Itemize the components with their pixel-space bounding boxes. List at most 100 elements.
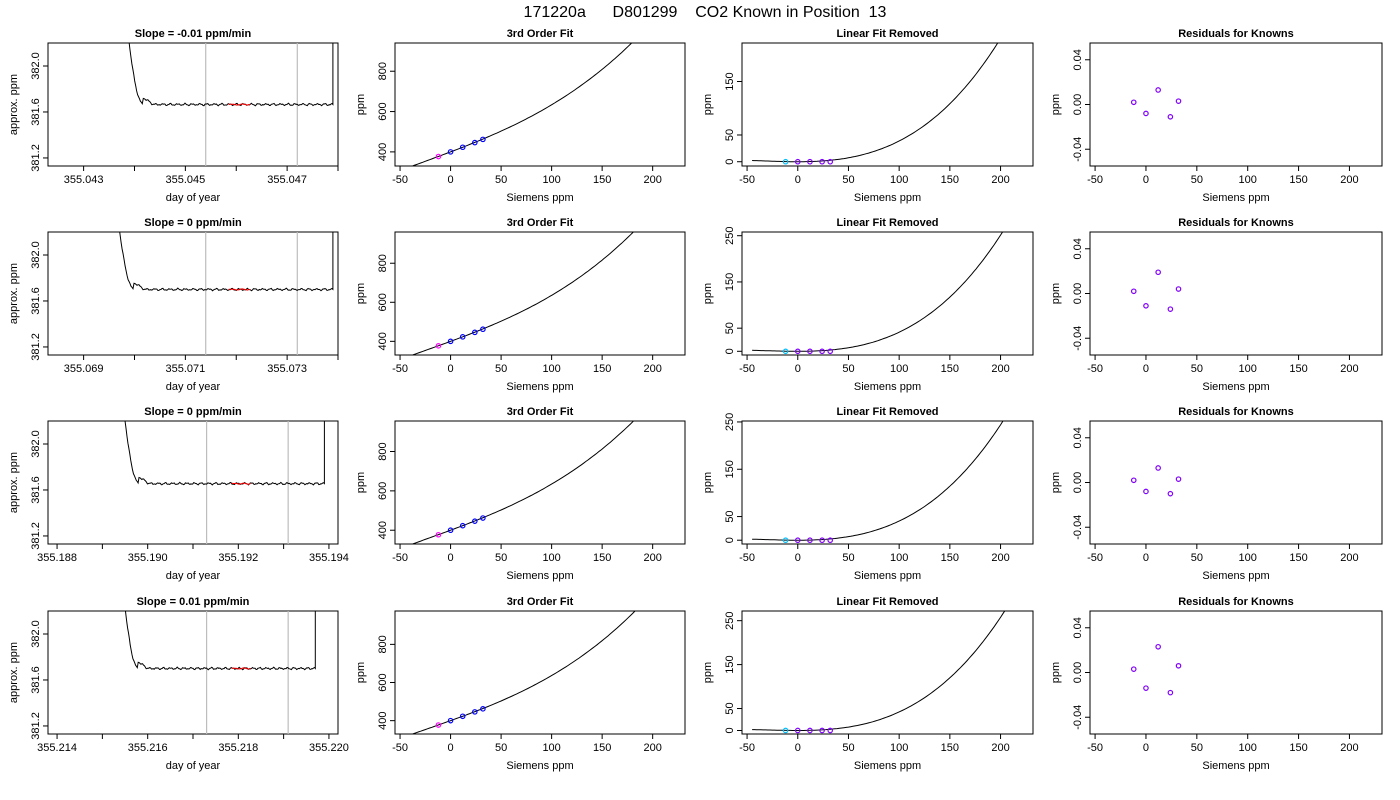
- plot-frame: [394, 231, 686, 356]
- x-tick-label: 100: [1239, 552, 1257, 564]
- x-tick-label: 150: [593, 742, 611, 754]
- panel-title: Residuals for Knowns: [1178, 596, 1294, 608]
- x-axis-label: day of year: [166, 192, 221, 204]
- x-tick-label: 50: [495, 363, 507, 375]
- data-point: [819, 348, 825, 355]
- figure-title: 171220a D801299 CO2 Known in Position 13: [524, 4, 887, 21]
- data-point: [782, 158, 789, 165]
- y-axis-label: ppm: [355, 94, 367, 115]
- x-axis-label: Siemens ppm: [854, 760, 921, 772]
- plot-area: [1130, 87, 1182, 120]
- fit-curve: [411, 421, 635, 544]
- panel-title: Residuals for Knowns: [1178, 28, 1294, 40]
- plot-frame: [741, 420, 1034, 545]
- y-tick-label: 0.04: [1072, 617, 1084, 638]
- panel-r1c1: Slope = -0.01 ppm/min 355.043 355.045 355.0…: [8, 28, 339, 204]
- y-tick-label: -0.04: [1072, 705, 1084, 730]
- data-point: [447, 149, 454, 155]
- data-point: [472, 709, 478, 715]
- panel-title: Slope = 0.01 ppm/min: [137, 596, 250, 608]
- data-point: [1167, 306, 1174, 312]
- panel-title: Linear Fit Removed: [836, 28, 938, 40]
- panel-title: Residuals for Knowns: [1178, 217, 1294, 229]
- y-tick-label: 50: [724, 129, 736, 141]
- x-tick-label: 150: [941, 363, 959, 375]
- data-point: [480, 326, 486, 333]
- y-tick-label: 50: [724, 510, 736, 522]
- x-tick-label: -50: [739, 742, 755, 754]
- y-axis-label: ppm: [355, 283, 367, 304]
- plot-frame: [394, 42, 686, 167]
- x-tick-label: 100: [542, 363, 560, 375]
- x-tick-label: 100: [890, 742, 908, 754]
- x-tick-label: 100: [890, 363, 908, 375]
- x-tick-label: 200: [643, 552, 661, 564]
- plot-area: [1130, 643, 1182, 696]
- y-tick-label: 600: [377, 293, 389, 311]
- x-axis-label: Siemens ppm: [1202, 760, 1269, 772]
- y-tick-label: 150: [724, 460, 736, 478]
- panel-r1c3: Linear Fit Removed -50 0 50 100 150 200 0 50 150 S…: [702, 28, 1034, 204]
- concentration-trace: [128, 43, 334, 107]
- x-tick-label: -50: [1087, 363, 1103, 375]
- x-axis-label: Siemens ppm: [1202, 381, 1269, 393]
- y-tick-label: 0.04: [1072, 427, 1084, 448]
- data-point: [1155, 643, 1161, 650]
- x-axis-label: day of year: [166, 760, 221, 772]
- x-tick-label: -50: [392, 174, 408, 186]
- x-tick-label: -50: [1087, 552, 1103, 564]
- y-tick-label: 400: [377, 521, 389, 539]
- x-tick-label: 50: [495, 552, 507, 564]
- y-tick-label: 381.6: [30, 98, 42, 126]
- data-point: [435, 722, 442, 728]
- x-tick-label: 200: [991, 363, 1009, 375]
- data-point: [807, 537, 813, 544]
- x-tick-label: 355.194: [309, 552, 349, 564]
- data-point: [1175, 286, 1182, 292]
- y-tick-label: 800: [377, 62, 389, 80]
- x-tick-label: 150: [1289, 552, 1307, 564]
- y-axis-label: ppm: [702, 662, 714, 683]
- plot-area: [411, 232, 635, 355]
- y-axis-label: approx. ppm: [8, 452, 20, 513]
- data-point: [782, 727, 789, 734]
- y-tick-label: 381.2: [30, 712, 42, 740]
- data-point: [1130, 666, 1137, 672]
- x-tick-label: 0: [1143, 363, 1149, 375]
- panel-title: 3rd Order Fit: [507, 217, 574, 229]
- y-tick-label: 600: [377, 482, 389, 500]
- fit-curve: [411, 611, 636, 734]
- x-tick-label: -50: [1087, 742, 1103, 754]
- x-tick-label: 200: [643, 363, 661, 375]
- data-point: [794, 537, 801, 544]
- plot-frame: [741, 42, 1034, 167]
- data-point: [1155, 465, 1161, 471]
- x-tick-label: 50: [842, 363, 854, 375]
- x-tick-label: -50: [1087, 174, 1103, 186]
- fit-curve: [752, 421, 1004, 541]
- x-tick-label: 0: [795, 174, 801, 186]
- x-tick-label: 200: [991, 552, 1009, 564]
- y-axis-label: approx. ppm: [8, 263, 20, 324]
- y-axis-label: ppm: [1050, 472, 1062, 493]
- y-tick-label: 381.6: [30, 666, 42, 694]
- y-tick-label: 382.0: [30, 620, 42, 648]
- x-tick-label: 100: [890, 552, 908, 564]
- y-tick-label: 50: [724, 322, 736, 334]
- x-tick-label: 0: [1143, 742, 1149, 754]
- x-tick-label: 50: [495, 742, 507, 754]
- data-point: [1167, 689, 1174, 696]
- x-tick-label: 150: [593, 363, 611, 375]
- data-point: [794, 158, 801, 165]
- data-point: [827, 727, 834, 734]
- plot-frame: [47, 231, 339, 356]
- x-tick-label: 150: [941, 174, 959, 186]
- x-tick-label: 355.071: [165, 363, 205, 375]
- panel-r2c2: 3rd Order Fit -50 0 50 100 150 200 400 600 800 Sie…: [355, 217, 686, 393]
- data-point: [472, 518, 478, 524]
- plot-area: [411, 611, 636, 734]
- y-tick-label: 382.0: [30, 430, 42, 458]
- plot-area: [752, 611, 1006, 734]
- y-tick-label: 382.0: [30, 52, 42, 80]
